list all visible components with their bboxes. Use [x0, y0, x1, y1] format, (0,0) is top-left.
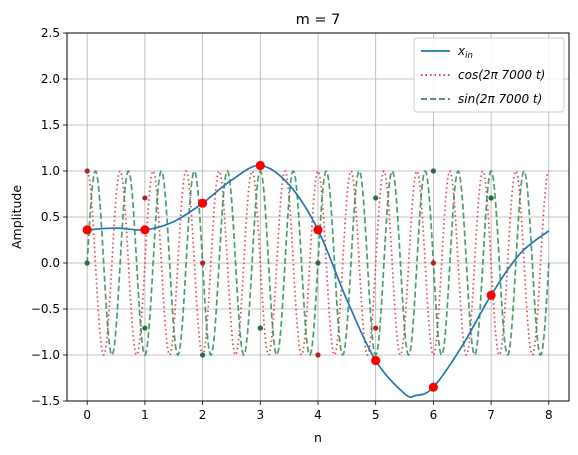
legend: xin cos(2π 7000 t) sin(2π 7000 t) — [413, 37, 565, 113]
y-tick-label: 0.5 — [41, 210, 60, 224]
xin-sample-point — [197, 198, 208, 208]
xin-sample-point — [82, 225, 92, 235]
legend-label-cos: cos(2π 7000 t) — [458, 68, 545, 82]
sin-sample-point — [430, 168, 437, 174]
legend-label-sin: sin(2π 7000 t) — [458, 92, 542, 106]
cos-sample-point — [142, 195, 148, 201]
x-tick-label: 7 — [487, 408, 495, 422]
xin-sample-point — [371, 355, 381, 366]
x-tick-label: 8 — [545, 408, 553, 422]
xin-sample-point — [140, 225, 150, 235]
x-axis-label: n — [314, 430, 322, 445]
xin-sample-point — [486, 290, 496, 300]
xin-sample-point — [255, 160, 265, 171]
y-tick-label: 1.0 — [41, 164, 60, 178]
chart-title: m = 7 — [296, 12, 341, 28]
sin-sample-point — [84, 260, 90, 266]
y-tick-label: 2.5 — [41, 26, 60, 40]
cos-sample-point — [315, 352, 321, 358]
y-tick-label: −0.5 — [31, 302, 60, 316]
y-tick-label: 0.0 — [41, 256, 60, 270]
x-tick-label: 1 — [141, 408, 149, 422]
y-tick-label: 1.5 — [41, 118, 60, 132]
sin-sample-point — [199, 352, 206, 358]
x-tick-label: 3 — [256, 408, 264, 422]
cos-sample-point — [430, 260, 437, 266]
sin-sample-point — [257, 325, 263, 331]
x-tick-label: 4 — [314, 408, 322, 422]
sin-sample-point — [488, 195, 494, 201]
cos-sample-point — [84, 168, 90, 174]
xin-sample-point — [313, 225, 323, 235]
xin-sample-point — [428, 382, 439, 392]
y-tick-label: −1.0 — [31, 348, 60, 362]
legend-box — [413, 37, 565, 113]
x-tick-label: 2 — [199, 408, 207, 422]
legend-label-xin: xin — [457, 44, 473, 61]
y-axis-label: Amplitude — [9, 185, 24, 249]
cos-sample-point — [373, 325, 379, 331]
axis-ticks: 0 1 2 3 4 5 6 7 8 −1.5 −1.0 −0.5 0.0 0.5 1.0 1.5 2.0 2.5 — [31, 26, 553, 422]
x-tick-label: 6 — [430, 408, 438, 422]
sample-markers — [82, 160, 496, 392]
x-tick-label: 5 — [372, 408, 380, 422]
sin-sample-point — [142, 325, 148, 331]
y-tick-label: −1.5 — [31, 394, 60, 408]
xin-line — [87, 164, 550, 398]
plot-lines — [82, 160, 550, 398]
cos-sample-point — [199, 260, 206, 266]
sin-sample-point — [315, 260, 321, 266]
x-tick-label: 0 — [83, 408, 91, 422]
sin-sample-point — [373, 195, 379, 201]
y-tick-label: 2.0 — [41, 72, 60, 86]
